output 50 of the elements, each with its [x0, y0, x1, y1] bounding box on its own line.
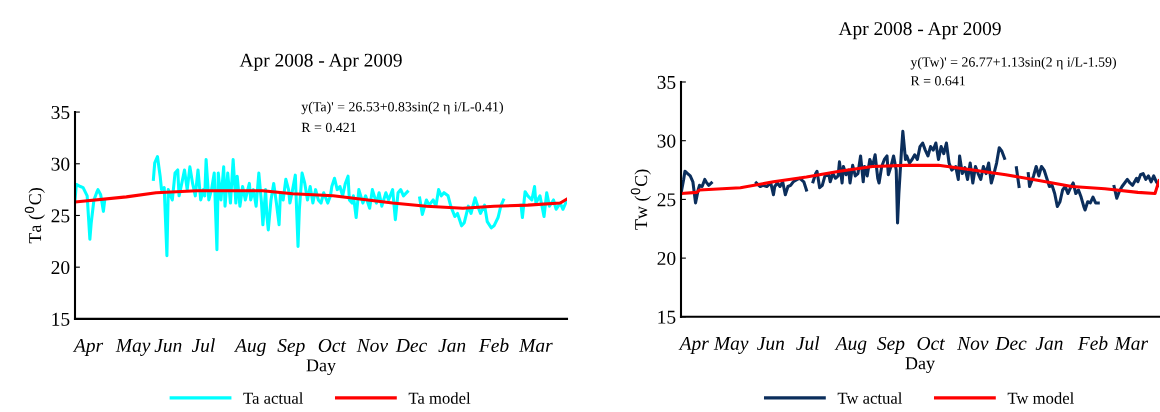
x-tick-label: Mar	[518, 339, 553, 353]
legend-label: Ta model	[408, 392, 471, 404]
y-tick-label: 35	[657, 75, 676, 89]
x-tick-label: Aug	[233, 338, 266, 356]
y-tick-label: 30	[51, 157, 70, 171]
y-tick-label: 15	[658, 310, 676, 324]
x-tick-label: Jul	[796, 336, 820, 350]
x-tick-label: Oct	[318, 338, 347, 353]
x-tick-label: Mar	[1114, 337, 1149, 350]
x-tick-label: Nov	[356, 339, 389, 353]
x-tick-label: Sep	[277, 338, 305, 356]
legend-label: Tw actual	[837, 392, 903, 404]
x-tick-label: Feb	[1077, 336, 1108, 350]
x-tick-label: Jun	[757, 337, 785, 350]
chart-title: Apr 2008 - Apr 2009	[838, 22, 1001, 40]
y-tick-label: 20	[51, 261, 70, 275]
legend-label: Ta actual	[243, 392, 304, 404]
y-tick-label: 15	[52, 312, 70, 326]
annotation: y(Ta)' = 26.53+0.83sin(2 η i/L-0.41)	[301, 101, 503, 115]
x-tick-label: Jun	[154, 339, 182, 353]
x-tick-label: Dec	[395, 339, 427, 353]
y-axis-title: Tw ($^{0}$C)	[630, 169, 651, 230]
annotation: R = 0.421	[301, 122, 356, 133]
x-axis-title: Day	[306, 359, 336, 376]
line-series	[681, 163, 1159, 196]
x-tick-label: Apr	[72, 338, 104, 356]
text: y(Tw)' = 26.77+1.13sin(2 η i/L-1.59)	[910, 56, 1116, 70]
x-tick-label: May	[115, 339, 151, 356]
legend-label: Tw model	[1007, 392, 1074, 404]
x-tick-label: Jul	[191, 338, 215, 353]
x-tick-label: Oct	[917, 336, 945, 350]
x-tick-label: Aug	[834, 336, 867, 354]
annotation: R = 0.641	[910, 76, 965, 86]
y-tick-label: 20	[657, 251, 676, 266]
x-tick-label: Feb	[478, 338, 509, 353]
x-tick-label: Sep	[877, 336, 905, 354]
y-tick-label: 25	[657, 193, 676, 207]
x-tick-label: Jan	[438, 339, 466, 353]
x-tick-label: May	[713, 336, 749, 354]
x-axis-title: Day	[905, 357, 935, 374]
y-tick-label: 25	[51, 209, 70, 223]
y-tick-label: 30	[657, 134, 676, 148]
line-series	[75, 189, 567, 210]
x-tick-label: Nov	[957, 337, 989, 350]
x-tick-label: Apr	[678, 336, 709, 354]
y-tick-label: 35	[51, 105, 70, 119]
y-axis-title: Ta ($^{0}$C)	[24, 188, 45, 244]
x-tick-label: Jan	[1035, 337, 1063, 350]
x-tick-label: Dec	[995, 337, 1027, 350]
chart-title: Apr 2008 - Apr 2009	[239, 53, 402, 71]
